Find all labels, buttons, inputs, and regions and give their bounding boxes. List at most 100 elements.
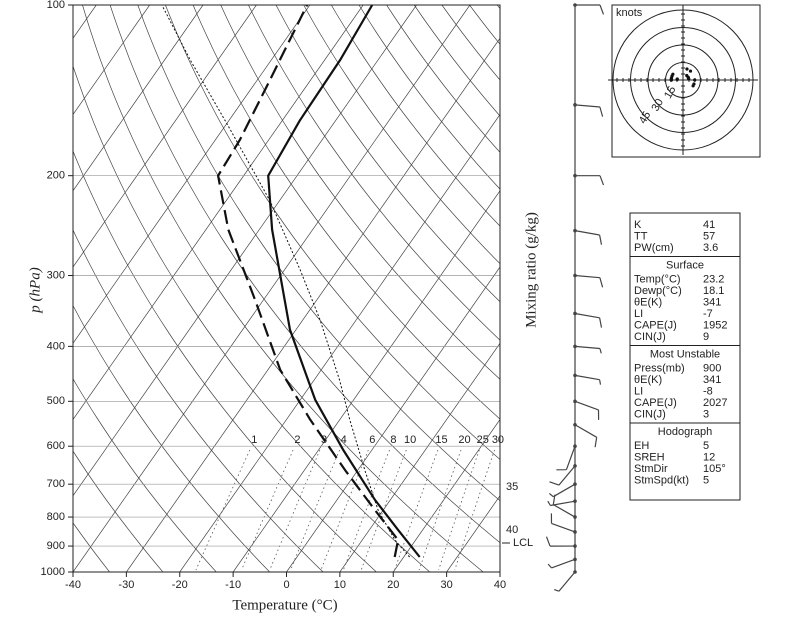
index-name: StmDir (634, 463, 668, 475)
index-name: CIN(J) (634, 408, 666, 420)
y-tick-label: 1000 (41, 566, 65, 578)
x-tick-label: 0 (283, 579, 289, 591)
mixing-ratio-value: 1 (251, 434, 257, 446)
annotation: 40 (506, 524, 518, 536)
index-value: 3.6 (703, 242, 718, 254)
y-tick-label: 600 (47, 440, 65, 452)
x-tick-label: -40 (65, 579, 81, 591)
wind-level (573, 499, 577, 503)
y-tick-label: 700 (47, 478, 65, 490)
wind-level (573, 464, 577, 468)
y-tick-label: 200 (47, 170, 65, 182)
index-value: 2027 (703, 397, 727, 409)
index-name: StmSpd(kt) (634, 474, 689, 486)
y-axis-label: p (hPa) (27, 267, 43, 313)
hodograph-point (685, 74, 688, 77)
x-tick-label: -30 (118, 579, 134, 591)
index-value: 57 (703, 230, 715, 242)
y-tick-label: 400 (47, 340, 65, 352)
hodograph-point (692, 82, 695, 85)
index-value: -7 (703, 308, 713, 320)
y-tick-label: 500 (47, 395, 65, 407)
index-value: 23.2 (703, 273, 724, 285)
mixing-ratio-value: 30 (492, 434, 504, 446)
index-name: SREH (634, 451, 665, 463)
x-tick-label: 10 (334, 579, 346, 591)
wind-level (573, 229, 577, 233)
index-value: 18.1 (703, 285, 724, 297)
index-value: 105° (703, 463, 726, 475)
index-value: -8 (703, 385, 713, 397)
section-title: Surface (666, 259, 704, 271)
wind-level (573, 345, 577, 349)
mixing-ratio-value: 8 (390, 434, 396, 446)
mixing-ratio-label: Mixing ratio (g/kg) (523, 212, 539, 328)
index-name: CIN(J) (634, 331, 666, 343)
x-tick-label: -10 (225, 579, 241, 591)
index-value: 5 (703, 440, 709, 452)
annotation: 35 (506, 481, 518, 493)
annotation: LCL (513, 537, 533, 549)
x-tick-label: 40 (494, 579, 506, 591)
y-tick-label: 800 (47, 511, 65, 523)
wind-level (573, 3, 577, 7)
x-tick-label: -20 (172, 579, 188, 591)
index-name: CAPE(J) (634, 397, 677, 409)
index-value: 3 (703, 408, 709, 420)
wind-level (573, 515, 577, 519)
wind-level (573, 312, 577, 316)
y-tick-label: 100 (47, 0, 65, 11)
mixing-ratio-value: 20 (458, 434, 470, 446)
wind-level (573, 544, 577, 548)
mixing-ratio-value: 2 (294, 434, 300, 446)
wind-level (573, 103, 577, 107)
index-name: EH (634, 440, 649, 452)
wind-level (573, 423, 577, 427)
index-name: Dewp(°C) (634, 285, 682, 297)
hodograph-point (689, 69, 692, 72)
wind-level (573, 444, 577, 448)
mixing-ratio-value: 15 (435, 434, 447, 446)
index-name: Temp(°C) (634, 273, 681, 285)
index-name: LI (634, 308, 643, 320)
hodograph-point (685, 67, 688, 70)
wind-level (573, 558, 577, 562)
wind-level (573, 374, 577, 378)
index-value: 9 (703, 331, 709, 343)
index-value: 1952 (703, 319, 727, 331)
section-title: Most Unstable (650, 348, 720, 360)
wind-level (573, 570, 577, 574)
x-axis-label: Temperature (°C) (232, 597, 337, 613)
index-name: θE(K) (634, 296, 662, 308)
mixing-ratio-value: 6 (369, 434, 375, 446)
y-tick-label: 300 (47, 269, 65, 281)
index-value: 341 (703, 374, 721, 386)
wind-level (573, 274, 577, 278)
index-value: 5 (703, 474, 709, 486)
index-value: 12 (703, 451, 715, 463)
hodograph-point (693, 78, 696, 81)
index-value: 900 (703, 362, 721, 374)
wind-level (573, 174, 577, 178)
index-name: Press(mb) (634, 362, 685, 374)
x-tick-label: 20 (387, 579, 399, 591)
index-name: CAPE(J) (634, 319, 677, 331)
mixing-ratio-value: 10 (404, 434, 416, 446)
wind-level (573, 482, 577, 486)
x-tick-label: 30 (441, 579, 453, 591)
mixing-ratio-value: 4 (341, 434, 347, 446)
index-name: K (634, 219, 642, 231)
index-name: PW(cm) (634, 242, 674, 254)
wind-level (573, 400, 577, 404)
hodograph-unit: knots (616, 7, 643, 19)
hodograph-point (671, 73, 674, 76)
index-name: LI (634, 385, 643, 397)
wind-level (573, 530, 577, 534)
index-name: θE(K) (634, 374, 662, 386)
y-tick-label: 900 (47, 540, 65, 552)
hodograph-point (676, 77, 679, 80)
index-value: 341 (703, 296, 721, 308)
index-value: 41 (703, 219, 715, 231)
index-name: TT (634, 230, 648, 242)
